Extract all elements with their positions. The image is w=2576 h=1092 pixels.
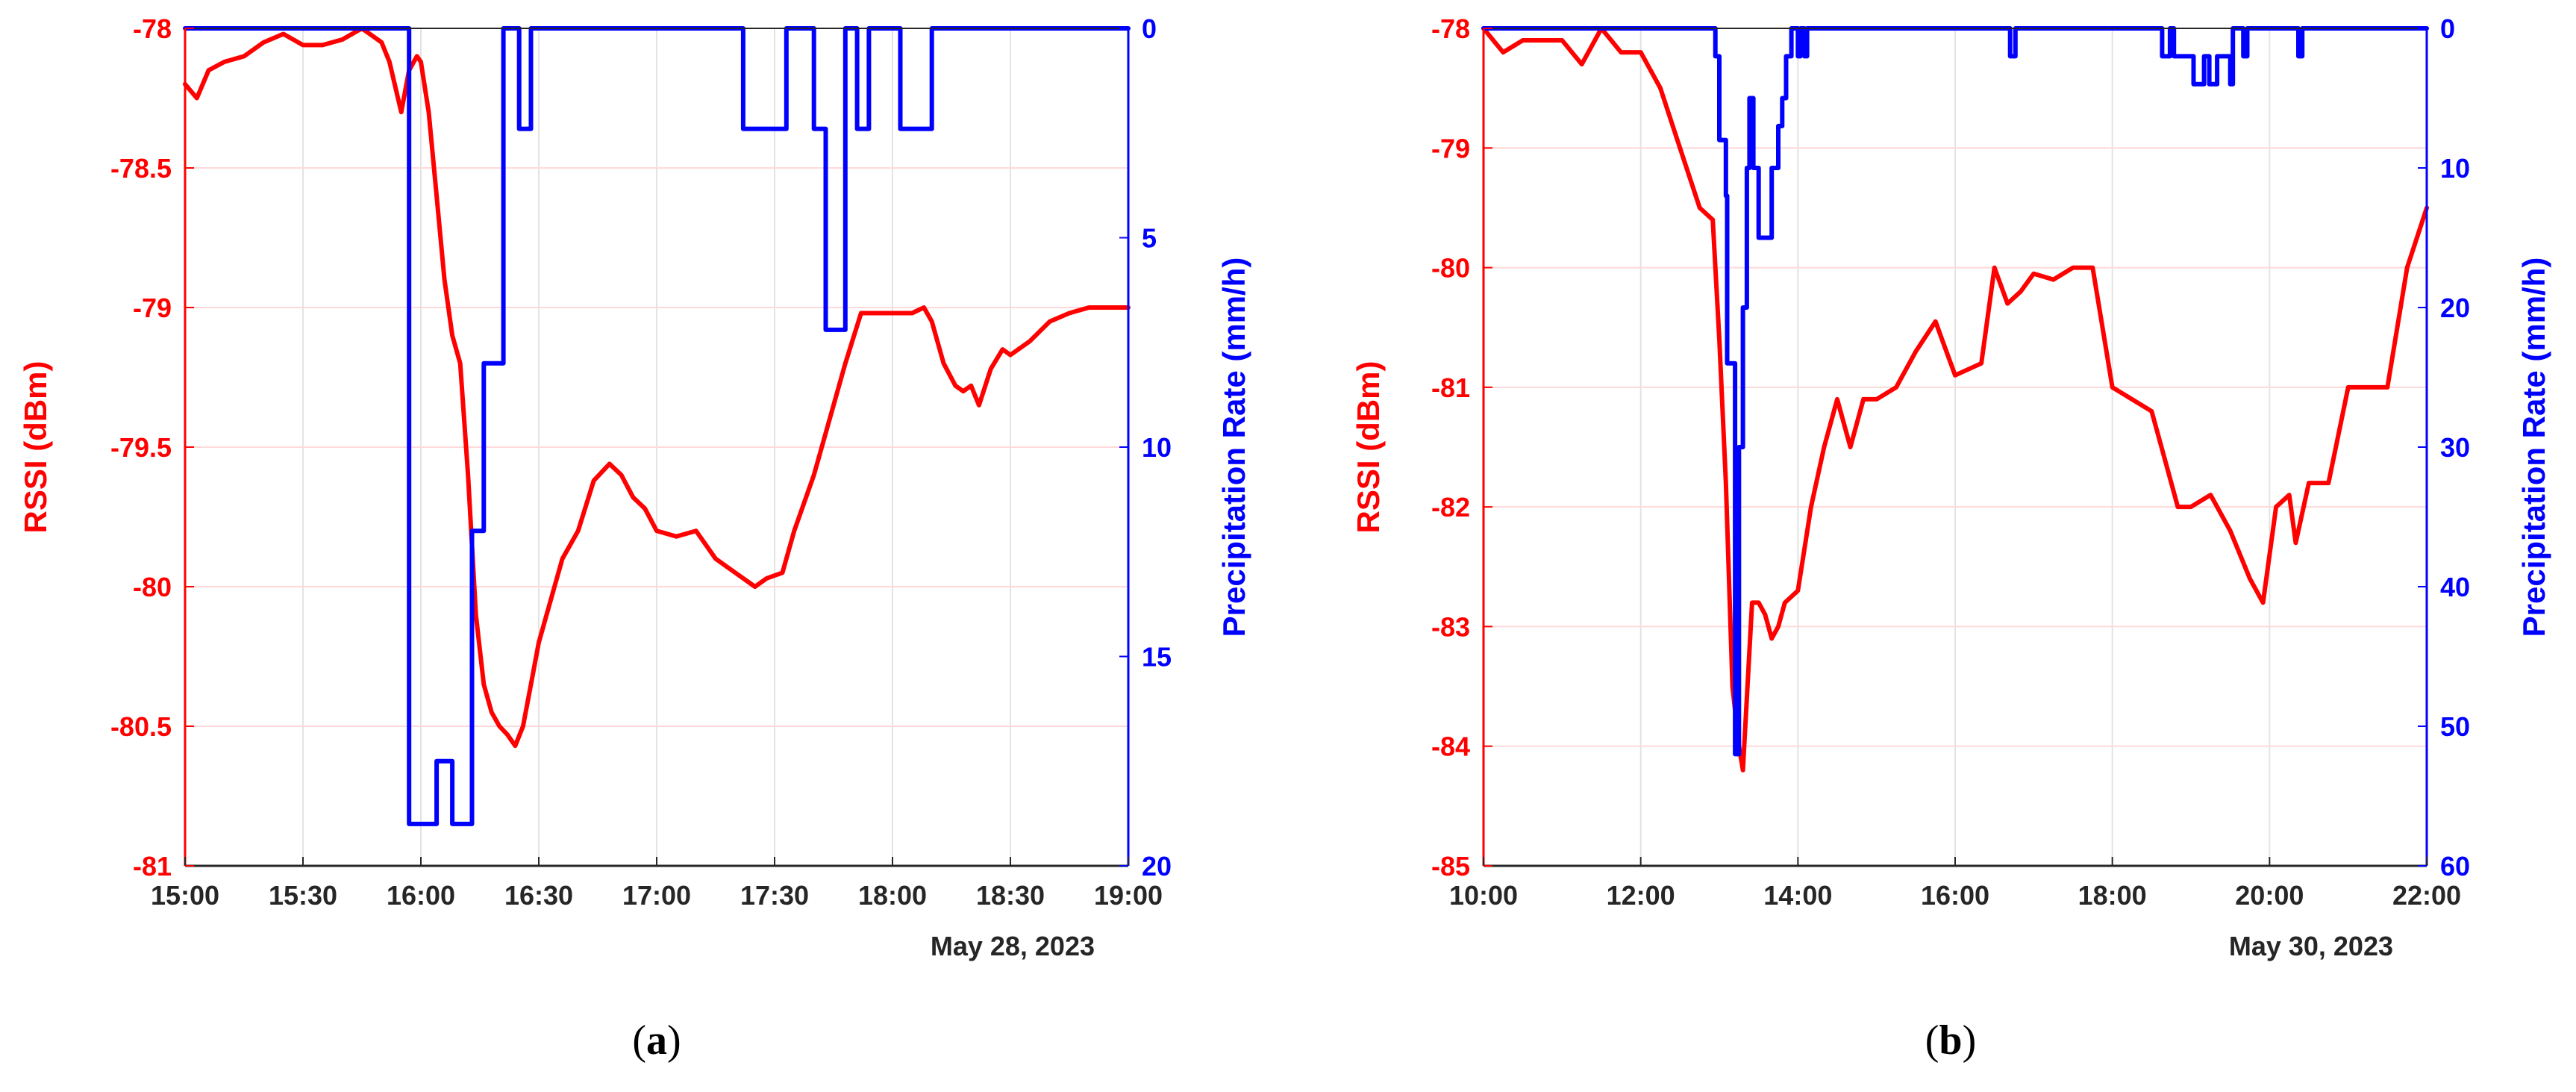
y-tick-label: -85 — [1431, 851, 1470, 882]
y-tick-label: -78 — [1431, 13, 1470, 44]
x-tick-label: 16:00 — [387, 880, 455, 911]
y-tick-label: -80 — [1431, 253, 1470, 284]
rssi-series-line — [1481, 26, 2429, 773]
x-tick-label: 17:30 — [740, 880, 809, 911]
y2-tick-label: 5 — [1142, 223, 1157, 254]
y2-tick-label: 60 — [2440, 851, 2470, 882]
y-tick-label: -83 — [1431, 611, 1470, 642]
x-tick-label: 15:30 — [269, 880, 337, 911]
y-axis-label: RSSI (dBm) — [1351, 361, 1386, 534]
y2-tick-label: 50 — [2440, 711, 2470, 742]
y-tick-label: -82 — [1431, 492, 1470, 522]
precipitation-series-line — [1481, 26, 2429, 757]
x-tick-label: 16:00 — [1921, 880, 1989, 911]
y2-tick-label: 20 — [1142, 851, 1172, 882]
y2-tick-label: 10 — [1142, 432, 1172, 463]
panel-label: (b) — [1925, 1017, 1976, 1064]
y2-tick-label: 20 — [2440, 293, 2470, 323]
y2-tick-label: 40 — [2440, 572, 2470, 602]
x-tick-label: 10:00 — [1449, 880, 1518, 911]
panel-label: (a) — [632, 1017, 681, 1064]
y-tick-label: -81 — [133, 851, 172, 882]
x-tick-label: 20:00 — [2235, 880, 2304, 911]
y-tick-label: -79 — [1431, 133, 1470, 163]
x-tick-label: 14:00 — [1763, 880, 1832, 911]
y-tick-label: -81 — [1431, 372, 1470, 403]
y2-tick-label: 0 — [2440, 13, 2455, 44]
x-tick-label: 15:00 — [151, 880, 219, 911]
y2-tick-label: 30 — [2440, 432, 2470, 463]
x-tick-label: 12:00 — [1607, 880, 1675, 911]
y-tick-label: -78 — [133, 13, 172, 44]
y-axis-label: RSSI (dBm) — [18, 361, 53, 534]
y2-tick-label: 10 — [2440, 153, 2470, 184]
x-tick-label: 16:30 — [504, 880, 573, 911]
rssi-series-line — [183, 26, 1131, 749]
y-tick-label: -80 — [133, 572, 172, 602]
y-tick-label: -79.5 — [110, 432, 172, 463]
y2-tick-label: 15 — [1142, 642, 1172, 673]
y-tick-label: -80.5 — [110, 711, 172, 742]
y2-axis-label: Precipitation Rate (mm/h) — [1216, 258, 1251, 637]
x-tick-label: 19:00 — [1094, 880, 1163, 911]
y-tick-label: -79 — [133, 293, 172, 323]
y-tick-label: -78.5 — [110, 153, 172, 184]
x-tick-label: 18:00 — [858, 880, 927, 911]
x-tick-label: 18:30 — [976, 880, 1045, 911]
y2-tick-label: 0 — [1142, 13, 1157, 44]
y2-axis-label: Precipitation Rate (mm/h) — [2516, 258, 2551, 637]
chart-panel-a: 15:00 15:30 16:00 16:30 17:00 17:30 18:00 18:30… — [18, 13, 1251, 1064]
chart-panel-b: 10:00 12:00 14:00 16:00 18:00 20:00 22:00 -85 -8… — [1351, 13, 2551, 1064]
y-tick-label: -84 — [1431, 731, 1470, 762]
x-axis-date-caption: May 30, 2023 — [2229, 931, 2393, 961]
x-axis-date-caption: May 28, 2023 — [931, 931, 1095, 961]
x-tick-label: 17:00 — [622, 880, 691, 911]
x-tick-label: 22:00 — [2392, 880, 2461, 911]
x-tick-label: 18:00 — [2078, 880, 2147, 911]
